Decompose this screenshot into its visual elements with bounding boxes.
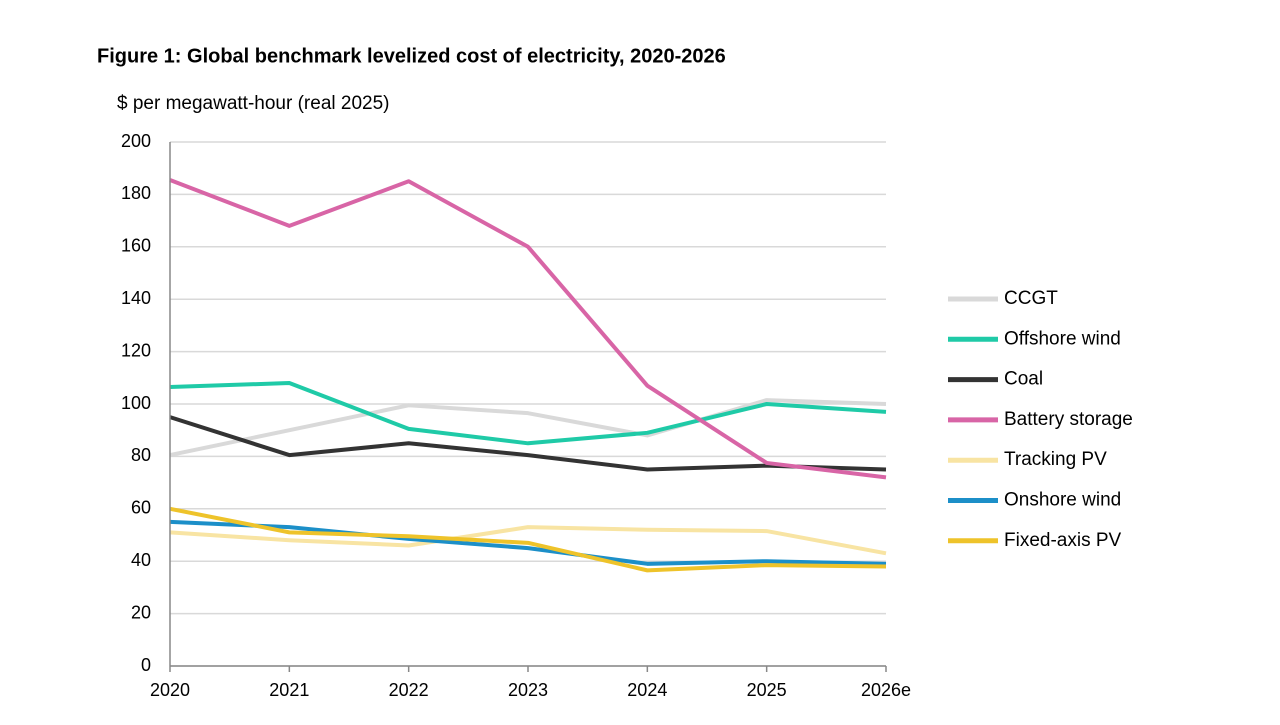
x-tick-label: 2026e: [861, 680, 911, 700]
series-lines: [169, 178, 887, 573]
legend-label: Tracking PV: [1004, 449, 1107, 470]
series-line: [169, 398, 887, 458]
y-tick-label: 200: [121, 131, 151, 151]
x-tick-label: 2022: [389, 680, 429, 700]
x-tick-label: 2021: [269, 680, 309, 700]
series-line: [169, 525, 887, 556]
y-tick-label: 160: [121, 236, 151, 256]
y-tick-label: 60: [131, 498, 151, 518]
series-line: [169, 381, 887, 446]
series-line: [169, 519, 887, 566]
series-line: [169, 506, 887, 573]
y-tick-label: 100: [121, 393, 151, 413]
y-tick-label: 20: [131, 602, 151, 622]
chart-title: Figure 1: Global benchmark levelized cos…: [97, 45, 726, 67]
x-tick-label: 2025: [747, 680, 787, 700]
legend-label: CCGT: [1004, 288, 1058, 309]
x-tick-label: 2024: [627, 680, 667, 700]
x-tick-label: 2023: [508, 680, 548, 700]
y-tick-label: 0: [141, 655, 151, 675]
legend-label: Offshore wind: [1004, 328, 1121, 349]
legend: CCGT Offshore wind Coal Battery storage Trac…: [948, 288, 1133, 551]
y-tick-label: 120: [121, 340, 151, 360]
y-tick-label: 80: [131, 445, 151, 465]
y-tick-label: 180: [121, 183, 151, 203]
legend-label: Fixed-axis PV: [1004, 530, 1122, 551]
series-line: [169, 178, 887, 480]
legend-label: Onshore wind: [1004, 490, 1121, 511]
legend-label: Coal: [1004, 369, 1043, 390]
y-tick-label: 140: [121, 288, 151, 308]
y-tick-label: 40: [131, 550, 151, 570]
y-axis-label: $ per megawatt-hour (real 2025): [117, 93, 389, 114]
series-line: [169, 415, 887, 472]
x-tick-label: 2020: [150, 680, 190, 700]
axes: 0 20 40 60 80 100 120 140 160 180 200 2020 2021 2022 2…: [121, 131, 911, 700]
legend-label: Battery storage: [1004, 409, 1133, 430]
